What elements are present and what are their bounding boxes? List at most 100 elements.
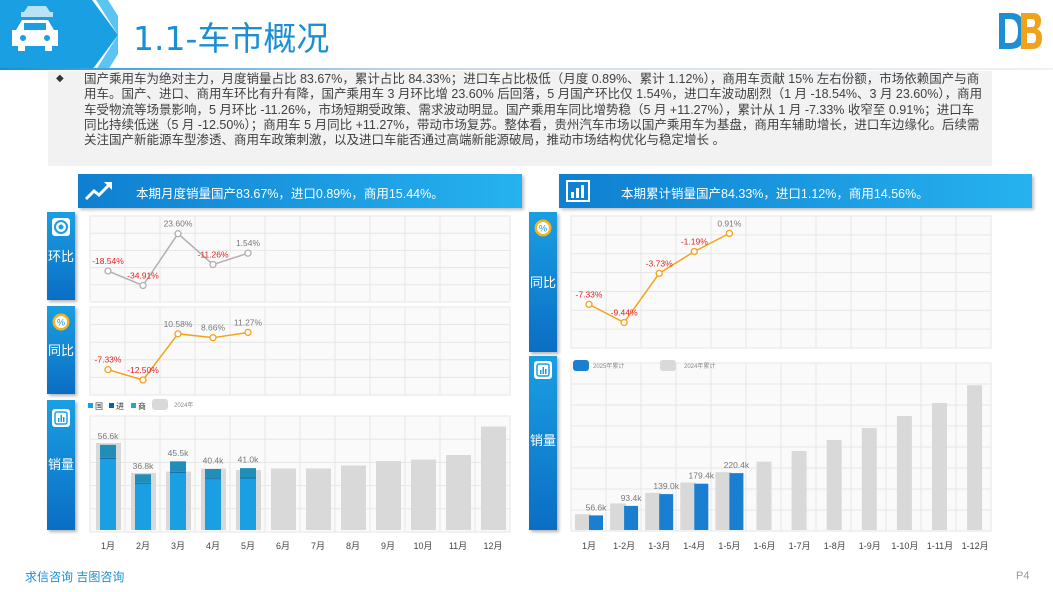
right-yoy-point (690, 247, 698, 256)
x-tick-label: 10月 (413, 541, 432, 551)
summary-bullet: ◆ (56, 73, 64, 84)
right-bar-2025 (589, 515, 603, 530)
side-label-mom-text: 环比 (47, 249, 74, 264)
header-divider (0, 68, 1053, 70)
right-yoy-data-label: -3.73% (646, 258, 673, 268)
summary-box (48, 71, 992, 166)
left-sales-data-label: 45.5k (168, 448, 190, 458)
left-bar-2024 (271, 468, 296, 530)
svg-text:%: % (57, 318, 65, 328)
right-yoy-data-label: -1.19% (681, 236, 708, 246)
footer-brand[interactable]: 求信咨询 吉图咨询 (25, 570, 125, 584)
right-bar-2025 (659, 494, 674, 530)
x-tick-label: 6月 (276, 541, 290, 551)
grid-lines (89, 215, 992, 533)
side-label-yoy: % 同比 (47, 306, 75, 394)
left-x-axis-labels: 1月 2月 3月 4月 5月 6月 7月 8月 9月 10月 11月 12月 (101, 541, 503, 551)
left-bar-shang (240, 468, 256, 478)
left-yoy-point (104, 366, 112, 374)
legend-jin: 进 (116, 402, 124, 411)
left-yoy-data-label: -12.50% (127, 365, 159, 375)
header-logo-band (0, 0, 118, 70)
left-sales-data-label: 41.0k (238, 455, 260, 465)
left-bar-shang (100, 444, 116, 458)
left-yoy-data-label: 8.66% (201, 323, 226, 333)
x-tick-label: 1-5月 (718, 541, 740, 551)
right-bar-2025 (624, 505, 639, 530)
chart-marks: -18.54%-34.91% 23.60% -11.26% 1.54% -7.33% -1… (92, 218, 983, 530)
x-tick-label: 1-11月 (927, 541, 953, 551)
x-tick-label: 5月 (241, 541, 255, 551)
right-bar-2025 (729, 473, 744, 530)
left-yoy-data-label: -7.33% (95, 355, 122, 365)
right-bar-2024 (715, 472, 732, 530)
right-bar-2024 (680, 482, 697, 530)
left-banner: 本期月度销量国产83.67%，进口0.89%，商用15.44%。 (78, 174, 522, 208)
x-tick-label: 7月 (311, 541, 325, 551)
right-bar-2024 (791, 451, 807, 530)
left-yoy-data-label: 10.58% (164, 319, 193, 329)
side-label-mom: 环比 (47, 212, 75, 300)
right-banner: 本期累计销量国产84.33%，进口1.12%，商用14.56%。 (559, 174, 1032, 208)
x-tick-label: 8月 (346, 541, 360, 551)
left-mom-point (174, 230, 182, 238)
left-bar-jin (135, 482, 151, 484)
right-sales-data-label: 56.6k (586, 502, 608, 512)
bar-chart-icon (534, 361, 552, 379)
right-sales-data-label: 220.4k (724, 460, 750, 470)
right-bar-2025 (694, 483, 709, 530)
left-bar-shang (135, 474, 151, 483)
left-mom-point (244, 249, 252, 257)
left-mom-point (104, 267, 112, 275)
left-yoy-data-label: 11.27% (234, 317, 263, 327)
right-yoy-point (585, 300, 593, 309)
left-mom-point (139, 281, 147, 290)
x-tick-label: 11月 (449, 541, 467, 551)
x-tick-label: 1-9月 (859, 541, 881, 551)
left-bar-jin (240, 477, 256, 479)
left-mom-data-label: 1.54% (236, 238, 261, 248)
right-sales-data-label: 93.4k (621, 493, 643, 503)
left-bar-2024 (376, 461, 401, 530)
legend-shang: 商 (138, 401, 146, 411)
legend-2025-cum: 2025年累计 (593, 362, 624, 370)
left-bar-2024 (341, 465, 366, 530)
x-tick-label: 1-7月 (789, 541, 811, 551)
left-bar-jin (205, 478, 221, 480)
left-bar-jin (170, 471, 186, 473)
side-label-cum-yoy-text: 同比 (529, 275, 556, 290)
side-label-sales: 销量 (47, 400, 75, 530)
side-label-yoy-text: 同比 (47, 343, 74, 358)
legend-2024: 2024年 (174, 401, 193, 409)
left-mom-data-label: -18.54% (92, 256, 124, 266)
right-bar-2024 (967, 385, 983, 530)
x-tick-label: 1月 (101, 541, 115, 551)
right-sales-data-label: 139.0k (653, 481, 679, 491)
car-icon (12, 6, 58, 51)
right-bar-2024 (645, 492, 662, 530)
right-yoy-point (655, 269, 663, 278)
right-bar-2024 (756, 461, 772, 530)
right-x-axis-labels: 1月 1-2月 1-3月 1-4月 1-5月 1-6月 1-7月 1-8月 1-9月 1-10月 1… (582, 541, 989, 551)
right-bar-2024 (575, 514, 591, 530)
x-tick-label: 1-6月 (753, 541, 775, 551)
x-tick-label: 2月 (136, 541, 150, 551)
side-label-cum-yoy: % 同比 (529, 212, 557, 352)
right-bar-2024 (826, 439, 842, 530)
x-tick-label: 1-3月 (648, 541, 670, 551)
legend-2024-cum: 2024年累计 (684, 362, 715, 370)
left-sales-data-label: 40.4k (203, 455, 225, 465)
left-bar-guo (240, 478, 256, 530)
right-bar-2024 (610, 503, 627, 530)
x-tick-label: 1-10月 (891, 541, 918, 551)
page-title: 1.1-车市概况 (133, 19, 330, 58)
left-mom-point (209, 260, 217, 269)
left-bar-guo (170, 472, 186, 530)
page-number: P4 (1016, 570, 1030, 582)
left-yoy-point (244, 328, 252, 337)
chart-icon (566, 180, 590, 202)
db-logo-icon (999, 13, 1042, 49)
right-yoy-data-label: -7.33% (576, 289, 603, 299)
left-mom-data-label: 23.60% (164, 219, 193, 229)
right-legend: 2025年累计 2024年累计 (573, 360, 715, 371)
